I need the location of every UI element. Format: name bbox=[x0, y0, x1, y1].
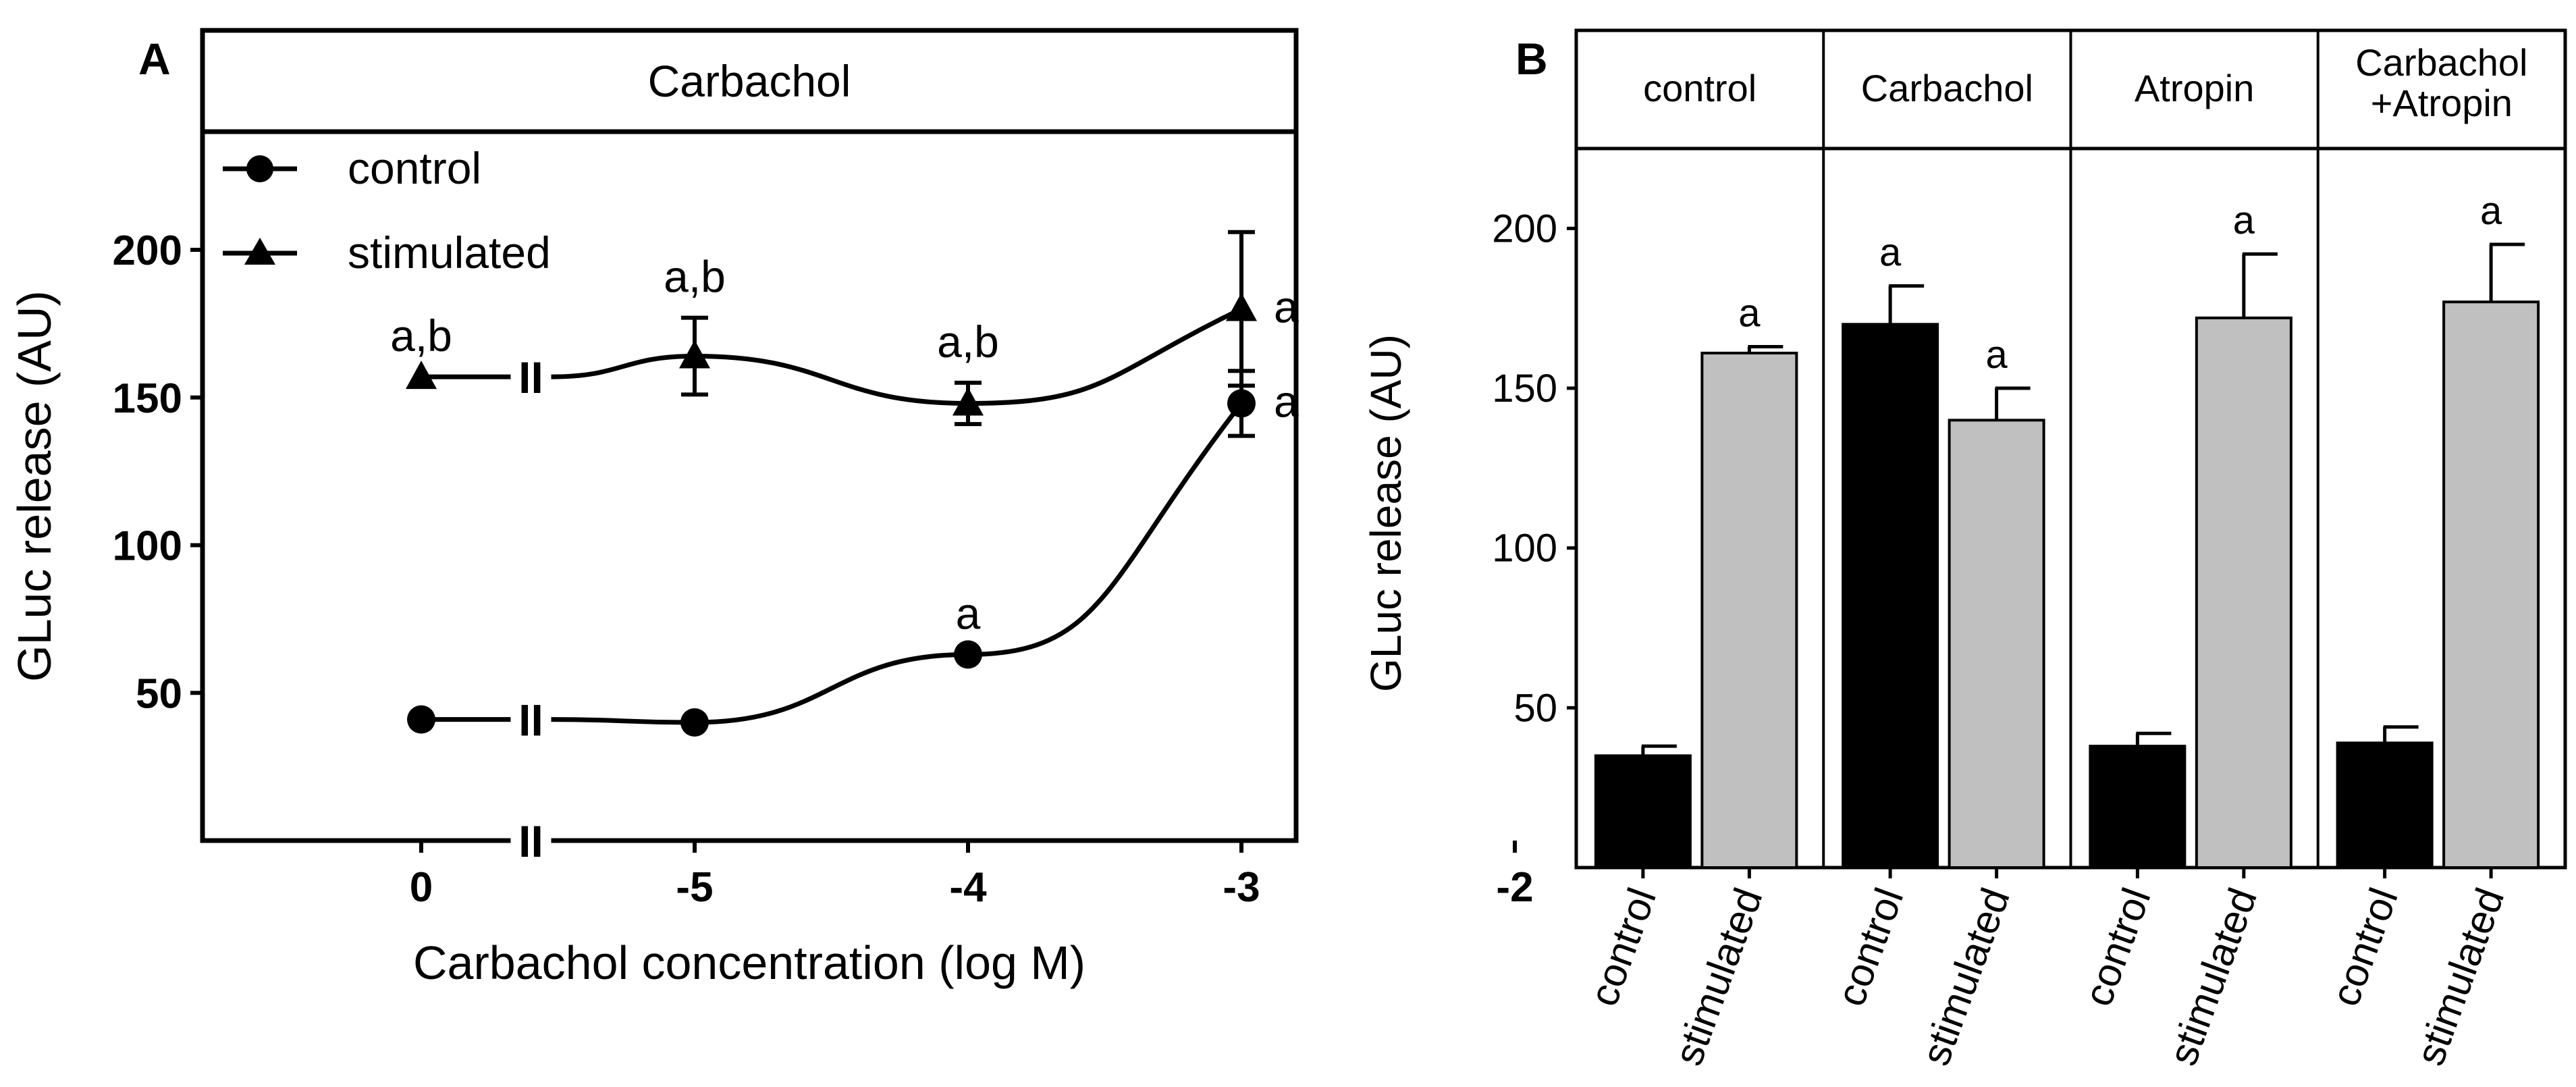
fit-curve-stimulated bbox=[551, 307, 1243, 406]
data-point-stimulated bbox=[1226, 292, 1257, 321]
group-header-label: Carbachol bbox=[1861, 67, 2033, 109]
y-tick-label: 100 bbox=[113, 523, 182, 570]
bar-control bbox=[1594, 754, 1692, 870]
group-header-label: +Atropin bbox=[2371, 82, 2513, 124]
curve-break-marker: II bbox=[518, 352, 543, 402]
x-tick-label: control bbox=[2322, 882, 2407, 1012]
significance-label: a bbox=[1879, 231, 1902, 275]
x-tick-label: stimulated bbox=[1665, 882, 1771, 1071]
y-tick-label: 200 bbox=[1492, 207, 1557, 250]
data-point-control bbox=[1227, 389, 1256, 418]
panel-b-y-label: GLuc release (AU) bbox=[1362, 334, 1410, 692]
curve-break-marker: II bbox=[518, 695, 543, 745]
y-tick-label: 200 bbox=[113, 228, 182, 274]
x-tick-label: control bbox=[1581, 882, 1665, 1012]
panel-b-letter: B bbox=[1515, 34, 1548, 84]
data-point-stimulated bbox=[679, 340, 710, 369]
bar-stimulated bbox=[2195, 316, 2292, 870]
y-tick-label: 50 bbox=[136, 670, 182, 717]
significance-label: a bbox=[2480, 189, 2502, 233]
data-point-control bbox=[680, 708, 709, 737]
legend-marker-triangle bbox=[244, 238, 275, 265]
panel-a-header: Carbachol bbox=[648, 56, 851, 106]
significance-label: a bbox=[1274, 377, 1299, 427]
panel-a-curves: II II bbox=[421, 307, 1243, 745]
panel-a-legend: control stimulated bbox=[223, 143, 551, 277]
significance-label: a bbox=[1274, 282, 1299, 332]
legend-label: control bbox=[348, 143, 481, 193]
significance-label: a bbox=[956, 588, 981, 638]
x-tick-label: -2 bbox=[1496, 864, 1533, 911]
data-point-stimulated bbox=[952, 387, 984, 416]
group-header-label: control bbox=[1643, 67, 1756, 109]
group-header-label: Carbachol bbox=[2355, 41, 2527, 84]
panel-a-x-axis: 0 -5 -4 -3 -2 II bbox=[410, 816, 1534, 911]
panel-b-bars: a a a a a bbox=[1594, 189, 2540, 870]
significance-label: a bbox=[2233, 198, 2255, 242]
y-tick-label: 150 bbox=[113, 375, 182, 422]
x-tick-label: -5 bbox=[676, 864, 713, 911]
data-point-control bbox=[407, 705, 435, 734]
legend-label: stimulated bbox=[348, 228, 551, 277]
fit-curve-control bbox=[551, 402, 1243, 725]
group-header-label: Atropin bbox=[2135, 67, 2254, 109]
x-tick-label: stimulated bbox=[1912, 882, 2018, 1071]
axis-break-marker: II bbox=[518, 816, 543, 866]
bar-control bbox=[1842, 323, 1939, 870]
panel-b-x-labels: control stimulated control stimulated contro… bbox=[1581, 868, 2513, 1071]
data-point-control bbox=[954, 640, 982, 669]
panel-b: B control Carbachol AtropinCarbachol+Atrop… bbox=[1362, 28, 2567, 1071]
y-tick-label: 100 bbox=[1492, 527, 1557, 571]
bar-stimulated bbox=[1948, 419, 2045, 869]
panel-a-plot-area bbox=[200, 129, 1299, 843]
y-tick-label: 50 bbox=[1513, 686, 1557, 730]
bar-stimulated bbox=[2442, 300, 2540, 869]
significance-label: a bbox=[1985, 333, 2008, 377]
x-tick-label: control bbox=[1828, 882, 1912, 1012]
x-tick-label: 0 bbox=[410, 864, 433, 911]
bar-stimulated bbox=[1700, 351, 1798, 869]
x-tick-label: -3 bbox=[1223, 864, 1260, 911]
x-tick-label: stimulated bbox=[2160, 882, 2265, 1071]
significance-label: a,b bbox=[664, 252, 726, 302]
legend-marker-circle bbox=[246, 155, 273, 182]
axis-break-gap bbox=[510, 831, 552, 850]
significance-label: a bbox=[1738, 291, 1761, 335]
panel-b-y-axis: 50 100 150 200 bbox=[1492, 207, 1576, 730]
significance-label: a,b bbox=[937, 317, 999, 367]
bar-control bbox=[2089, 745, 2186, 869]
panel-a-letter: A bbox=[138, 34, 171, 84]
panel-a-x-label: Carbachol concentration (log M) bbox=[413, 936, 1085, 989]
x-tick-label: -4 bbox=[949, 864, 987, 911]
y-tick-label: 150 bbox=[1492, 367, 1557, 410]
x-tick-label: control bbox=[2075, 882, 2159, 1012]
panel-a-y-label: GLuc release (AU) bbox=[8, 290, 61, 682]
bar-control bbox=[2336, 741, 2434, 870]
data-point-stimulated bbox=[406, 361, 437, 390]
x-tick-label: stimulated bbox=[2407, 882, 2513, 1071]
panel-a-y-axis: 50 100 150 200 bbox=[113, 228, 203, 717]
significance-label: a,b bbox=[390, 311, 452, 361]
